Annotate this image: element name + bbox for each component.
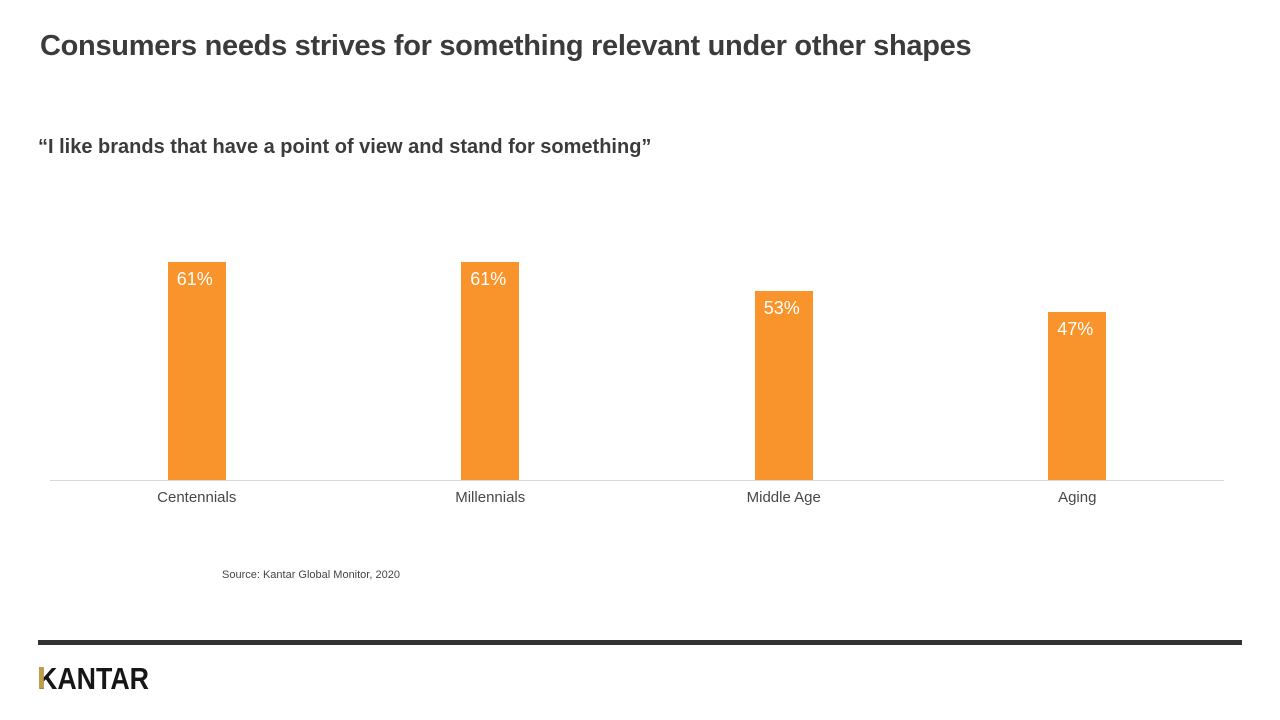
- logo-text: KANTAR: [38, 664, 149, 696]
- kantar-logo: KANTAR: [38, 661, 158, 696]
- logo-gold-bar: [39, 667, 44, 689]
- bar-column: 53%: [637, 291, 931, 480]
- slide-title: Consumers needs strives for something re…: [40, 30, 972, 62]
- x-axis-line: [50, 480, 1224, 481]
- bar-value-label: 61%: [470, 269, 507, 289]
- source-note: Source: Kantar Global Monitor, 2020: [222, 569, 400, 581]
- bar-column: 61%: [344, 262, 638, 480]
- bar-column: 47%: [931, 312, 1225, 480]
- bar-value-label: 47%: [1057, 319, 1094, 339]
- bar-value-label: 53%: [763, 298, 800, 318]
- footer-divider: [38, 640, 1242, 645]
- category-label: Millennials: [455, 489, 526, 506]
- category-label: Middle Age: [746, 489, 821, 506]
- bar-value-label: 61%: [176, 269, 213, 289]
- category-label: Centennials: [157, 489, 237, 506]
- chart-question-subtitle: “I like brands that have a point of view…: [38, 136, 652, 158]
- kantar-logo-svg: KANTAR: [38, 661, 149, 696]
- category-label: Aging: [1058, 489, 1097, 506]
- bar-aging: 47%: [1048, 312, 1107, 480]
- bar-millennials: 61%: [461, 262, 520, 480]
- x-axis-labels: Centennials Millennials Middle Age Aging: [50, 489, 1224, 506]
- bar-centennials: 61%: [167, 262, 226, 480]
- plot-area: 61% 61% 53% 47%: [50, 0, 1224, 480]
- bar-column: 61%: [50, 262, 344, 480]
- bar-middle-age: 53%: [754, 291, 813, 480]
